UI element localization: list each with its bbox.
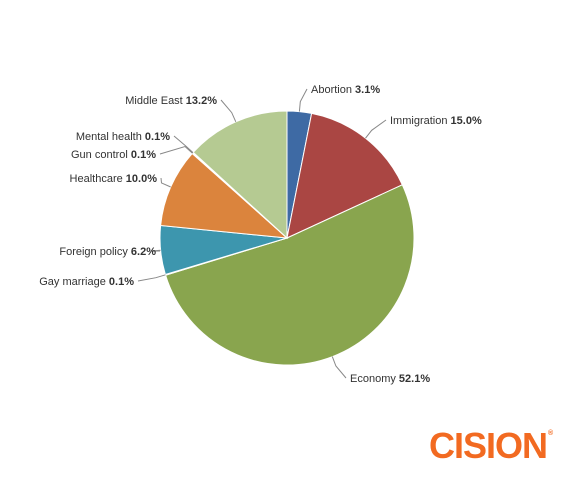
- label-name: Immigration: [390, 115, 451, 127]
- label-name: Foreign policy: [59, 246, 131, 258]
- label-name: Gay marriage: [39, 276, 109, 288]
- label-percent: 13.2%: [186, 95, 217, 107]
- leader-middle-east: [220, 99, 237, 123]
- label-percent: 52.1%: [399, 373, 430, 385]
- pie-slices: [159, 110, 415, 366]
- label-percent: 15.0%: [451, 115, 482, 127]
- label-percent: 6.2%: [131, 246, 156, 258]
- cision-logo: CISION®: [429, 425, 553, 466]
- slice-healthcare: [160, 152, 289, 239]
- label-name: Healthcare: [70, 173, 126, 185]
- label-middle-east: Middle East 13.2%: [125, 95, 217, 107]
- brand-name: CISION: [429, 425, 548, 466]
- label-percent: 10.0%: [126, 173, 157, 185]
- label-percent: 0.1%: [131, 149, 156, 161]
- leader-economy: [331, 356, 347, 379]
- leader-gun-control: [159, 145, 193, 155]
- label-name: Abortion: [311, 84, 355, 96]
- slice-economy: [164, 184, 415, 366]
- label-foreign-policy: Foreign policy 6.2%: [59, 246, 156, 258]
- label-name: Middle East: [125, 95, 186, 107]
- label-percent: 0.1%: [145, 131, 170, 143]
- label-healthcare: Healthcare 10.0%: [70, 173, 158, 185]
- leader-foreign-policy: [150, 249, 161, 252]
- label-name: Mental health: [76, 131, 145, 143]
- pie-labels: Abortion 3.1% Immigration 15.0% Economy 52…: [39, 84, 482, 385]
- brand-registered-mark: ®: [548, 430, 553, 437]
- leader-gay-marriage: [137, 274, 166, 282]
- label-gay-marriage: Gay marriage 0.1%: [39, 276, 134, 288]
- slice-immigration: [286, 112, 403, 239]
- label-gun-control: Gun control 0.1%: [71, 149, 156, 161]
- label-percent: 3.1%: [355, 84, 380, 96]
- leader-immigration: [365, 119, 387, 139]
- leader-healthcare: [160, 177, 171, 188]
- label-percent: 0.1%: [109, 276, 134, 288]
- label-name: Gun control: [71, 149, 131, 161]
- pie-leader-lines: [137, 88, 387, 379]
- label-economy: Economy 52.1%: [350, 373, 430, 385]
- label-abortion: Abortion 3.1%: [311, 84, 380, 96]
- label-immigration: Immigration 15.0%: [390, 115, 482, 127]
- label-name: Economy: [350, 373, 399, 385]
- leader-abortion: [298, 88, 308, 112]
- leader-mental-health: [173, 135, 194, 153]
- label-mental-health: Mental health 0.1%: [76, 131, 170, 143]
